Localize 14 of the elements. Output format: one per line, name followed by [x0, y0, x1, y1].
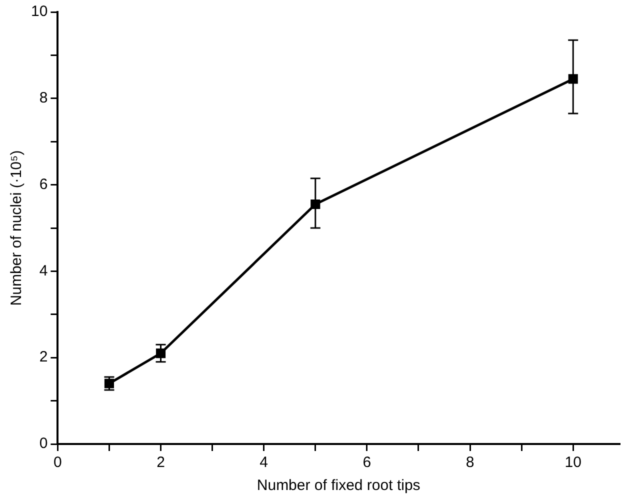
x-tick-label: 4 — [260, 454, 268, 472]
x-tick-label: 2 — [156, 454, 165, 472]
x-tick-label: 8 — [466, 454, 474, 472]
y-tick-label: 10 — [30, 3, 48, 20]
y-tick-label: 4 — [39, 262, 48, 280]
x-tick-label: 0 — [54, 454, 62, 472]
y-tick-label: 0 — [39, 435, 48, 452]
y-tick-label: 2 — [39, 348, 48, 366]
x-tick-label: 6 — [362, 454, 372, 472]
y-tick-label: 6 — [39, 176, 48, 193]
x-axis-title: Number of fixed root tips — [256, 477, 420, 494]
y-tick-label: 8 — [39, 90, 48, 107]
x-tick-label: 10 — [564, 454, 582, 472]
y-axis-title: Number of nuclei (·10⁵) — [8, 150, 26, 306]
